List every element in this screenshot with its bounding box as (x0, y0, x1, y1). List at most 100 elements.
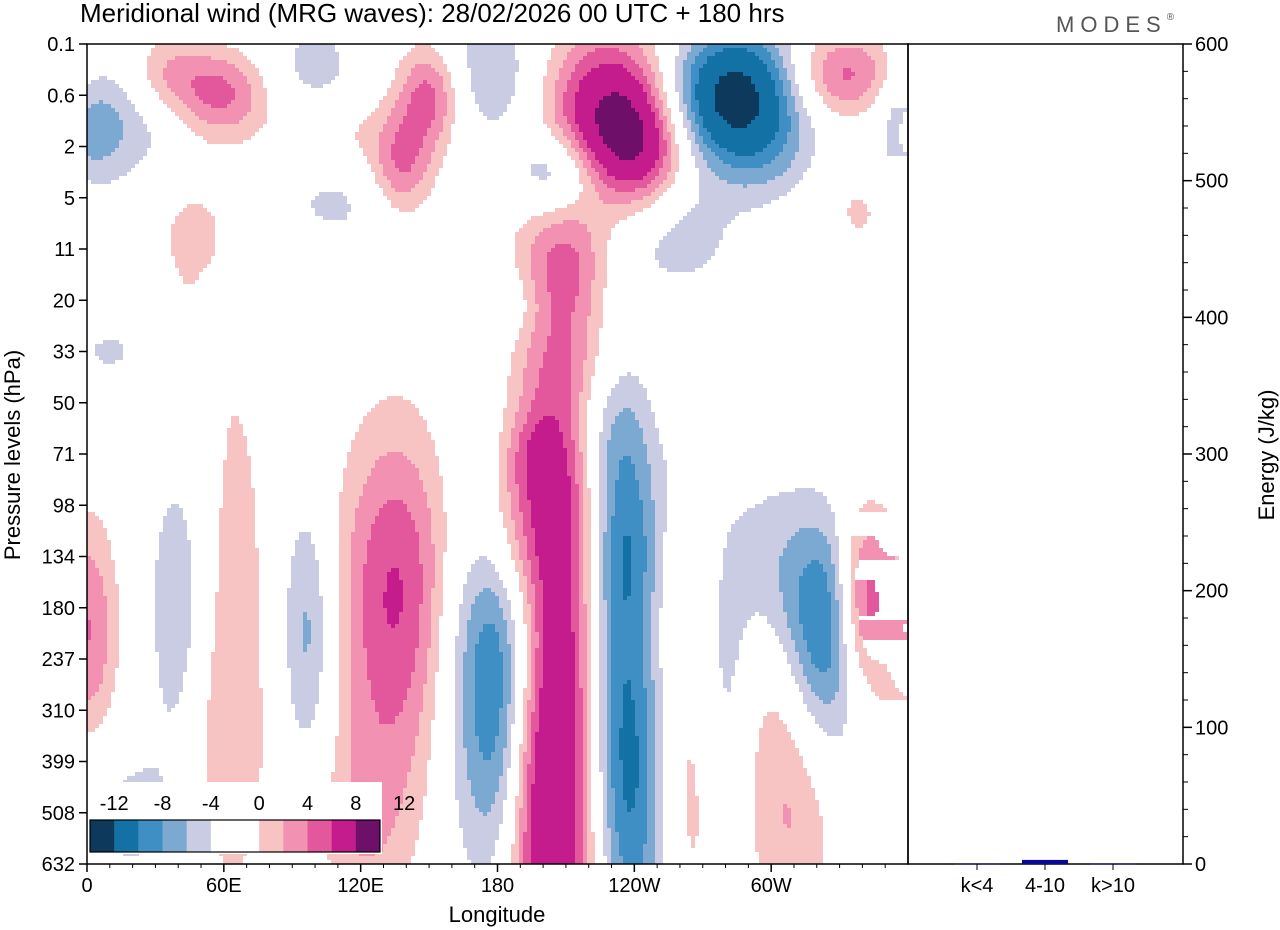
heatmap-cell (587, 820, 591, 824)
heatmap-cell (587, 344, 599, 348)
heatmap-cell (579, 128, 599, 132)
heatmap-cell (759, 740, 795, 744)
heatmap-cell (583, 736, 587, 740)
heatmap-cell (307, 648, 323, 652)
heatmap-cell (787, 136, 799, 140)
heatmap-cell (523, 388, 535, 392)
heatmap-cell (551, 320, 571, 324)
heatmap-cell (219, 528, 255, 532)
heatmap-cell (379, 508, 407, 512)
heatmap-cell (647, 748, 655, 752)
heatmap-cell (827, 540, 839, 544)
heatmap-cell (207, 708, 263, 712)
heatmap-cell (659, 136, 663, 140)
heatmap-cell (543, 620, 571, 624)
heatmap-cell (171, 252, 215, 256)
heatmap-cell (599, 696, 607, 700)
heatmap-cell (759, 732, 791, 736)
heatmap-cell (87, 684, 99, 688)
heatmap-cell (655, 124, 663, 128)
heatmap-cell (123, 128, 147, 132)
heatmap-cell (539, 572, 571, 576)
heatmap-cell (559, 140, 571, 144)
heatmap-cell (155, 44, 227, 48)
heatmap-cell (851, 576, 855, 580)
heatmap-cell (599, 172, 607, 176)
heatmap-cell (599, 104, 631, 108)
heatmap-cell (535, 316, 551, 320)
heatmap-cell (423, 692, 435, 696)
heatmap-cell (659, 108, 663, 112)
heatmap-cell (831, 616, 839, 620)
heatmap-cell (107, 648, 119, 652)
heatmap-cell (607, 444, 647, 448)
heatmap-cell (151, 52, 243, 56)
heatmap-cell (163, 516, 183, 520)
heatmap-cell (527, 812, 531, 816)
heatmap-cell (311, 620, 323, 624)
heatmap-cell (523, 728, 527, 732)
heatmap-cell (291, 696, 319, 700)
heatmap-cell (351, 640, 363, 644)
heatmap-cell (511, 516, 523, 520)
heatmap-cell (587, 748, 591, 752)
heatmap-cell (151, 84, 167, 88)
heatmap-cell (523, 836, 531, 840)
heatmap-cell (603, 780, 607, 784)
heatmap-cell (339, 704, 351, 708)
heatmap-cell (163, 688, 183, 692)
heatmap-cell (655, 528, 667, 532)
heatmap-cell (499, 464, 507, 468)
heatmap-cell (719, 612, 755, 616)
heatmap-cell (527, 588, 535, 592)
heatmap-cell (635, 412, 655, 416)
heatmap-cell (599, 608, 607, 612)
heatmap-cell (635, 704, 647, 708)
heatmap-cell (631, 684, 643, 688)
heatmap-cell (531, 636, 539, 640)
heatmap-cell (579, 508, 583, 512)
heatmap-cell (531, 856, 575, 860)
heatmap-cell (723, 680, 731, 684)
heatmap-cell (663, 160, 671, 164)
heatmap-cell (599, 576, 603, 580)
heatmap-cell (639, 492, 651, 496)
heatmap-cell (511, 852, 519, 856)
heatmap-cell (715, 52, 755, 56)
heatmap-cell (535, 424, 559, 428)
heatmap-cell (123, 124, 147, 128)
heatmap-cell (523, 784, 527, 788)
heatmap-cell (779, 100, 787, 104)
heatmap-cell (287, 644, 303, 648)
heatmap-cell (835, 564, 839, 568)
heatmap-cell (695, 56, 707, 60)
heatmap-cell (599, 676, 607, 680)
heatmap-cell (167, 60, 227, 64)
heatmap-cell (511, 556, 519, 560)
heatmap-cell (419, 608, 431, 612)
heatmap-cell (531, 852, 575, 856)
heatmap-cell (339, 660, 351, 664)
heatmap-cell (419, 712, 435, 716)
heatmap-cell (639, 152, 659, 156)
heatmap-cell (831, 604, 839, 608)
heatmap-cell (251, 96, 267, 100)
heatmap-cell (571, 356, 587, 360)
heatmap-cell (651, 88, 659, 92)
heatmap-cell (295, 544, 315, 548)
heatmap-cell (839, 640, 843, 644)
heatmap-cell (575, 100, 599, 104)
heatmap-cell (611, 636, 643, 640)
heatmap-cell (363, 600, 383, 604)
heatmap-cell (247, 112, 267, 116)
heatmap-cell (419, 548, 435, 552)
heatmap-cell (647, 764, 655, 768)
heatmap-cell (583, 772, 587, 776)
heatmap-cell (783, 64, 795, 68)
heatmap-cell (455, 744, 463, 748)
heatmap-cell (363, 612, 387, 616)
heatmap-cell (339, 692, 351, 696)
heatmap-cell (587, 688, 591, 692)
heatmap-cell (567, 120, 575, 124)
heatmap-cell (655, 756, 663, 760)
